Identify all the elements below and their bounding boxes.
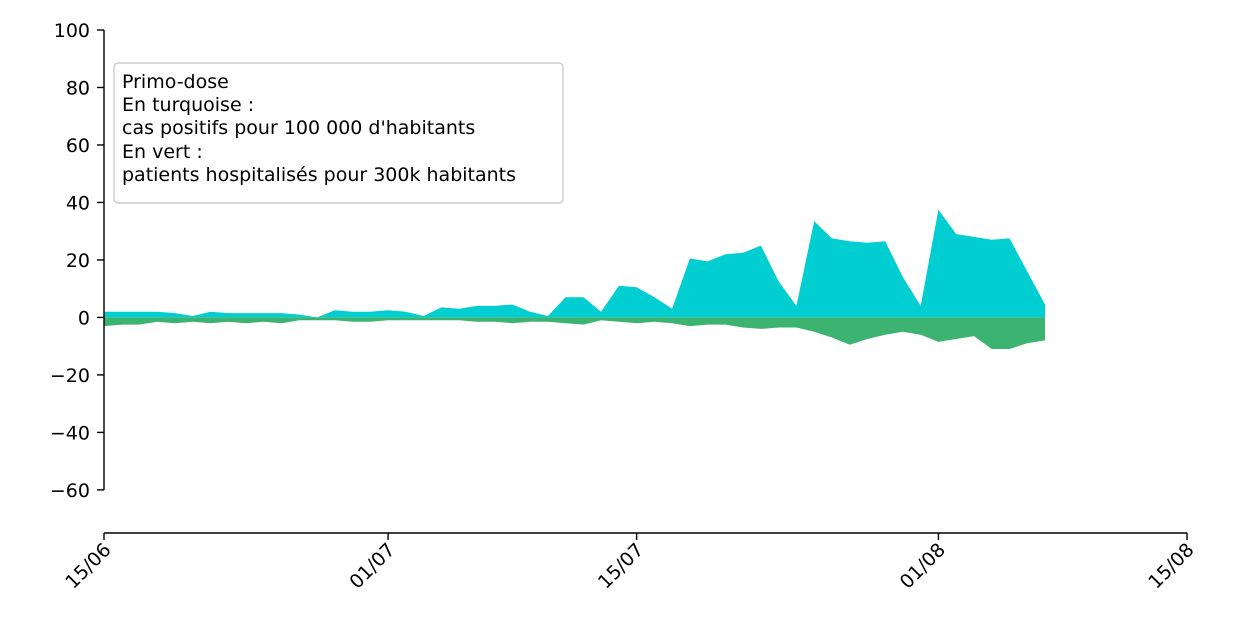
y-tick-label: 20: [66, 250, 90, 272]
legend: Primo-dose En turquoise : cas positifs p…: [113, 62, 564, 204]
legend-line-title: Primo-dose: [122, 71, 229, 93]
y-tick-label: 100: [54, 20, 90, 42]
y-tick-label: 40: [66, 192, 90, 214]
area-hospital: [104, 317, 1045, 349]
x-tick-label: 01/07: [345, 539, 399, 593]
legend-line-cases-desc: cas positifs pour 100 000 d'habitants: [122, 117, 475, 139]
x-tick-label: 15/07: [594, 539, 648, 593]
legend-line-cases-color: En turquoise :: [122, 94, 254, 116]
y-axis: 100 80 60 40 20 0 −20 −40 −60: [50, 20, 105, 502]
x-axis: 15/06 01/07 15/07 01/08 15/08: [61, 532, 1199, 593]
y-tick-label: 0: [78, 307, 90, 329]
y-tick-label: 80: [66, 77, 90, 99]
legend-line-hospital-color: En vert :: [122, 141, 203, 163]
y-tick-label: −40: [50, 422, 90, 444]
y-tick-label: 60: [66, 135, 90, 157]
legend-line-hospital-desc: patients hospitalisés pour 300k habitant…: [122, 164, 516, 186]
y-tick-label: −20: [50, 365, 90, 387]
y-tick-label: −60: [50, 480, 90, 502]
series-areas: [104, 209, 1045, 349]
legend-box: [113, 62, 564, 204]
area-cases: [104, 209, 1045, 318]
x-tick-label: 01/08: [896, 539, 950, 593]
x-tick-label: 15/06: [61, 539, 115, 593]
x-tick-label: 15/08: [1144, 539, 1198, 593]
